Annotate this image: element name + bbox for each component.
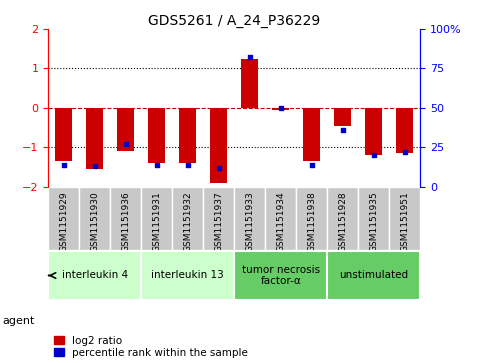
Bar [210,108,227,183]
FancyBboxPatch shape [296,187,327,250]
Bar [272,108,289,110]
Text: GSM1151937: GSM1151937 [214,192,223,252]
Bar [334,108,351,126]
FancyBboxPatch shape [172,187,203,250]
FancyBboxPatch shape [265,187,296,250]
Point [370,152,378,158]
Point [246,54,254,60]
Text: GSM1151934: GSM1151934 [276,192,285,252]
Text: GSM1151951: GSM1151951 [400,192,409,252]
Point [122,141,129,147]
Point [184,162,192,167]
Text: GSM1151929: GSM1151929 [59,192,68,252]
Point [277,105,284,111]
FancyBboxPatch shape [48,187,79,250]
FancyBboxPatch shape [110,187,141,250]
Bar [396,108,413,153]
Bar [303,108,320,161]
FancyBboxPatch shape [327,251,420,300]
Text: GSM1151932: GSM1151932 [183,192,192,252]
Text: interleukin 13: interleukin 13 [151,270,224,281]
FancyBboxPatch shape [234,187,265,250]
FancyBboxPatch shape [141,187,172,250]
Text: unstimulated: unstimulated [339,270,408,281]
Text: GSM1151928: GSM1151928 [338,192,347,252]
FancyBboxPatch shape [203,187,234,250]
Legend: log2 ratio, percentile rank within the sample: log2 ratio, percentile rank within the s… [54,336,248,358]
FancyBboxPatch shape [327,187,358,250]
Text: GSM1151938: GSM1151938 [307,192,316,252]
FancyBboxPatch shape [79,187,110,250]
Point [91,163,99,169]
Text: GSM1151930: GSM1151930 [90,192,99,252]
Text: agent: agent [2,316,35,326]
Bar [148,108,165,163]
Text: interleukin 4: interleukin 4 [62,270,128,281]
Point [401,149,409,155]
Bar [179,108,196,163]
FancyBboxPatch shape [358,187,389,250]
Point [153,162,161,167]
Text: tumor necrosis
factor-α: tumor necrosis factor-α [242,265,320,286]
Point [308,162,315,167]
Bar [241,58,258,108]
Title: GDS5261 / A_24_P36229: GDS5261 / A_24_P36229 [148,14,320,28]
Bar [86,108,103,169]
Text: GSM1151936: GSM1151936 [121,192,130,252]
FancyBboxPatch shape [48,251,141,300]
Text: GSM1151935: GSM1151935 [369,192,378,252]
Bar [55,108,72,161]
Text: GSM1151931: GSM1151931 [152,192,161,252]
Bar [117,108,134,151]
Bar [365,108,382,155]
Point [60,162,68,167]
Text: GSM1151933: GSM1151933 [245,192,254,252]
Point [215,165,223,171]
FancyBboxPatch shape [141,251,234,300]
Point [339,127,347,133]
FancyBboxPatch shape [234,251,327,300]
FancyBboxPatch shape [389,187,420,250]
